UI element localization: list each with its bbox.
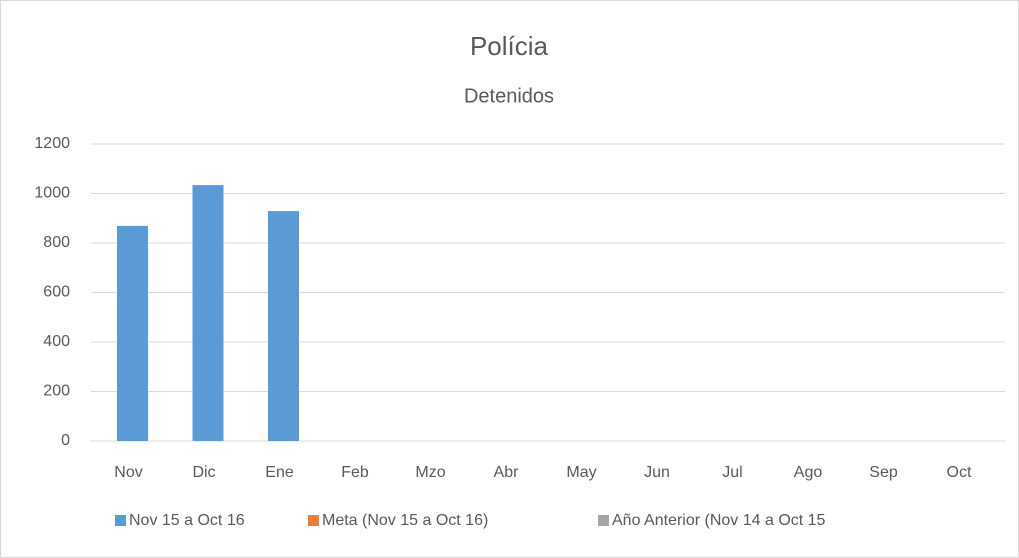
y-tick-label: 1200 <box>34 135 70 152</box>
legend-swatch <box>308 515 319 526</box>
y-tick-label: 800 <box>43 234 70 251</box>
bar <box>117 225 148 441</box>
x-tick-label: Jun <box>644 464 670 481</box>
x-tick-label: Jul <box>722 464 742 481</box>
y-tick-label: 400 <box>43 333 70 350</box>
y-tick-label: 1000 <box>34 185 70 202</box>
y-tick-label: 0 <box>61 432 70 449</box>
x-tick-label: Sep <box>869 464 898 481</box>
legend-label: Meta (Nov 15 a Oct 16) <box>322 512 488 529</box>
bar <box>268 211 299 441</box>
bar <box>192 185 224 441</box>
x-tick-label: Feb <box>341 464 369 481</box>
legend-swatch <box>598 515 609 526</box>
y-tick-label: 200 <box>43 383 70 400</box>
x-tick-label: Nov <box>114 464 142 481</box>
legend-swatch <box>115 515 126 526</box>
legend-label: Año Anterior (Nov 14 a Oct 15 <box>612 512 826 529</box>
x-tick-label: Mzo <box>415 464 445 481</box>
x-tick-label: Ene <box>265 464 294 481</box>
chart-title: Polícia <box>470 31 549 61</box>
legend-label: Nov 15 a Oct 16 <box>129 512 245 529</box>
x-tick-label: Abr <box>494 464 520 481</box>
x-tick-label: Dic <box>192 464 215 481</box>
x-tick-label: Ago <box>794 464 823 481</box>
chart-subtitle: Detenidos <box>464 85 554 107</box>
x-tick-label: Oct <box>947 464 972 481</box>
x-tick-label: May <box>566 464 596 481</box>
y-tick-label: 600 <box>43 284 70 301</box>
